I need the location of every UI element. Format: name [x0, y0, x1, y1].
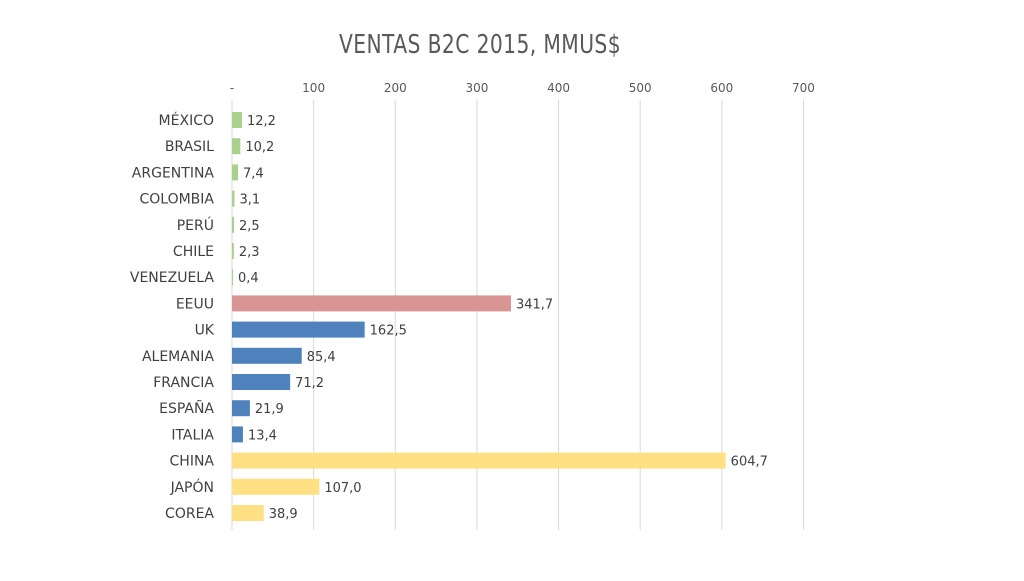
category-label: PERÚ [177, 216, 214, 234]
bar [232, 243, 234, 259]
data-label: 162,5 [370, 324, 407, 339]
bar [232, 452, 726, 469]
x-tick-label: - [230, 81, 234, 95]
category-label: VENEZUELA [130, 270, 215, 286]
x-tick-label: 300 [465, 81, 488, 95]
data-label: 341,7 [516, 297, 553, 312]
bar [232, 164, 239, 181]
bar [232, 347, 302, 364]
data-label: 10,2 [245, 140, 274, 155]
data-label: 604,7 [731, 455, 768, 470]
data-label: 3,1 [240, 193, 261, 208]
category-label: EEUU [176, 296, 214, 312]
data-label: 107,0 [324, 481, 361, 496]
x-tick-label: 100 [302, 81, 325, 95]
data-label: 85,4 [307, 350, 336, 365]
bar [232, 269, 233, 286]
x-tick-label: 200 [384, 81, 407, 95]
data-label: 21,9 [255, 402, 284, 417]
chart-title: VENTAS B2C 2015, MMUS$ [339, 30, 621, 60]
category-label: ALEMANIA [142, 349, 214, 365]
bar [232, 505, 264, 521]
category-label: CHILE [173, 244, 214, 260]
bar [232, 478, 320, 495]
data-label: 2,3 [239, 245, 260, 260]
bar [232, 295, 511, 312]
bar [232, 426, 243, 443]
category-label: FRANCIA [153, 375, 214, 391]
bar [232, 138, 241, 155]
data-label: 2,5 [239, 219, 260, 234]
bar [232, 374, 291, 390]
category-label: COREA [165, 506, 214, 522]
category-label: ITALIA [171, 427, 214, 443]
bar [232, 400, 250, 417]
category-label: CHINA [170, 454, 215, 470]
bar [232, 216, 235, 233]
category-label: COLOMBIA [139, 192, 214, 208]
category-label: ARGENTINA [132, 165, 215, 181]
data-label: 38,9 [269, 507, 298, 522]
bar [232, 112, 242, 128]
category-label: UK [195, 323, 215, 339]
data-label: 0,4 [238, 271, 259, 286]
bar [232, 190, 235, 207]
category-label: ESPAÑA [159, 400, 214, 417]
x-tick-label: 400 [547, 81, 570, 95]
category-label: BRASIL [165, 139, 214, 155]
category-label: JAPÓN [170, 478, 214, 496]
data-label: 13,4 [248, 428, 277, 443]
x-tick-label: 600 [710, 81, 733, 95]
data-label: 12,2 [247, 114, 276, 129]
bar [232, 321, 365, 338]
data-label: 71,2 [295, 376, 324, 391]
data-label: 7,4 [243, 166, 264, 181]
category-label: MÉXICO [159, 112, 214, 129]
x-tick-label: 700 [792, 81, 815, 95]
x-tick-label: 500 [629, 81, 652, 95]
